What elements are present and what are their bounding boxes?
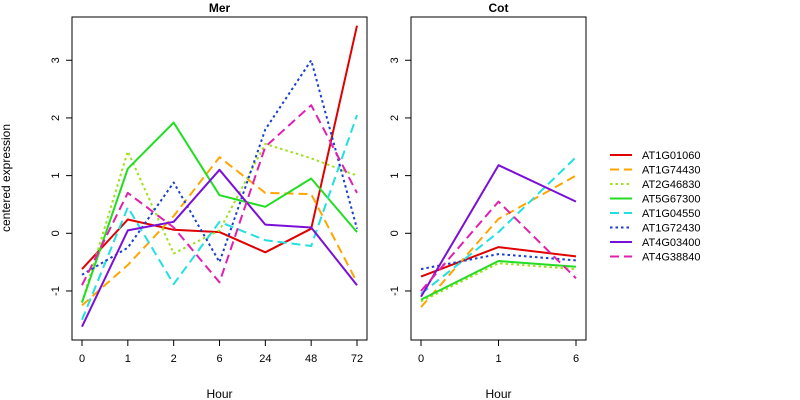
y-tick-label: 1 [50,173,62,179]
y-tick-label: 3 [389,57,401,63]
x-axis-label: Hour [206,387,232,400]
y-tick-label: 0 [50,230,62,236]
legend: AT1G01060 AT1G74430 AT2G46830 AT5G67300 AT1G… [610,150,701,264]
x-tick-label: 72 [351,353,363,365]
legend-item: AT1G01060 [610,150,701,162]
legend-label: AT1G74430 [642,165,701,177]
x-tick-label: 0 [418,353,424,365]
series-line-at1g04550 [81,114,358,321]
legend-item: AT1G72430 [610,223,701,235]
series-line-at1g01060 [420,246,577,278]
y-tick-label: 1 [389,173,401,179]
x-tick-label: 0 [79,353,85,365]
legend-item: AT2G46830 [610,179,701,191]
legend-item: AT4G38840 [610,252,701,264]
series-line-at4g03400 [81,168,358,328]
x-tick-label: 24 [259,353,271,365]
y-tick-label: 2 [50,115,62,121]
series-line-at4g38840 [81,104,358,286]
series-line-at1g04550 [420,156,577,295]
chart-panels: Mer 0 1 2 6 24 48 72 -1 0 1 2 3 Hour Cot 0 1 6 -1 0 1 2 3 Hour [50,1,587,400]
series-line-at2g46830 [420,262,577,303]
panel-title: Cot [489,1,509,15]
x-tick-label: 1 [125,353,131,365]
series-line-at1g72430 [81,59,358,276]
y-tick-label: -1 [389,286,401,296]
y-tick-label: 2 [389,115,401,121]
legend-item: AT1G74430 [610,165,701,177]
legend-label: AT1G72430 [642,223,701,235]
y-tick-label: -1 [50,286,62,296]
panel-mer: Mer 0 1 2 6 24 48 72 -1 0 1 2 3 Hour [50,1,368,400]
series-line-at5g67300 [420,260,577,301]
legend-item: AT1G04550 [610,208,701,220]
legend-item: AT4G03400 [610,237,701,249]
series-line-at1g72430 [420,253,577,271]
x-tick-label: 6 [216,353,222,365]
legend-label: AT1G01060 [642,150,701,162]
panel-title: Mer [209,1,231,15]
series-line-at4g38840 [420,200,577,292]
y-tick-label: 0 [389,230,401,236]
legend-label: AT4G03400 [642,237,701,249]
series-line-at4g03400 [420,164,577,298]
series-line-at1g74430 [81,156,358,307]
legend-label: AT5G67300 [642,194,701,206]
x-tick-label: 48 [305,353,317,365]
legend-label: AT4G38840 [642,252,701,264]
y-axis-label: centered expression [0,124,13,232]
legend-item: AT5G67300 [610,194,701,206]
y-tick-label: 3 [50,57,62,63]
legend-label: AT1G04550 [642,208,701,220]
x-tick-label: 2 [171,353,177,365]
series-line-at5g67300 [81,121,358,303]
x-tick-label: 1 [495,353,501,365]
x-axis-label: Hour [485,387,511,400]
legend-label: AT2G46830 [642,179,701,191]
x-tick-label: 6 [573,353,579,365]
panel-cot: Cot 0 1 6 -1 0 1 2 3 Hour [389,1,587,400]
series-line-at2g46830 [81,142,358,303]
